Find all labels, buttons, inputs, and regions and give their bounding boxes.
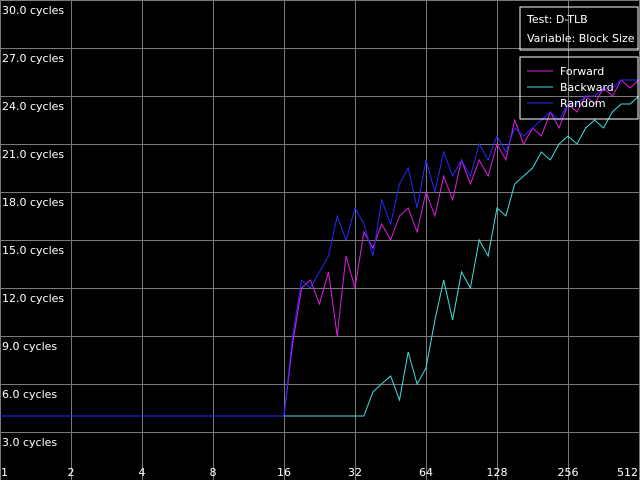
series-line — [0, 79, 640, 417]
x-tick-label: 128 — [487, 466, 508, 479]
series-line — [0, 79, 639, 417]
legend-label: Forward — [560, 65, 604, 78]
legend-label: Random — [560, 97, 606, 110]
info-box — [519, 6, 639, 51]
labels: 3.0 cycles 6.0 cycles 9.0 cycles 12.0 cycle… — [1, 4, 638, 479]
x-tick-label: 2 — [68, 466, 75, 479]
legend: Forward Backward Random — [527, 65, 614, 110]
x-tick-label: 16 — [277, 466, 291, 479]
x-tick-label: 1 — [1, 466, 8, 479]
y-tick-label: 27.0 cycles — [2, 52, 64, 65]
y-tick-label: 6.0 cycles — [2, 388, 57, 401]
legend-label: Backward — [560, 81, 614, 94]
y-tick-label: 15.0 cycles — [2, 244, 64, 257]
plot-lines — [0, 79, 640, 417]
y-tick-label: 21.0 cycles — [2, 148, 64, 161]
x-tick-label: 64 — [419, 466, 433, 479]
y-tick-label: 18.0 cycles — [2, 196, 64, 209]
legend-box — [519, 56, 639, 120]
y-tick-label: 3.0 cycles — [2, 436, 57, 449]
y-tick-label: 12.0 cycles — [2, 292, 64, 305]
chart-title: Test: D-TLB — [526, 13, 588, 26]
x-tick-label: 512 — [617, 466, 638, 479]
y-tick-label: 9.0 cycles — [2, 340, 57, 353]
y-tick-label: 24.0 cycles — [2, 100, 64, 113]
x-tick-label: 4 — [139, 466, 146, 479]
x-tick-label: 32 — [348, 466, 362, 479]
chart-subtitle: Variable: Block Size — [527, 32, 635, 45]
x-tick-label: 256 — [558, 466, 579, 479]
x-tick-label: 8 — [210, 466, 217, 479]
y-tick-label: 30.0 cycles — [2, 4, 64, 17]
series-line — [0, 95, 640, 417]
